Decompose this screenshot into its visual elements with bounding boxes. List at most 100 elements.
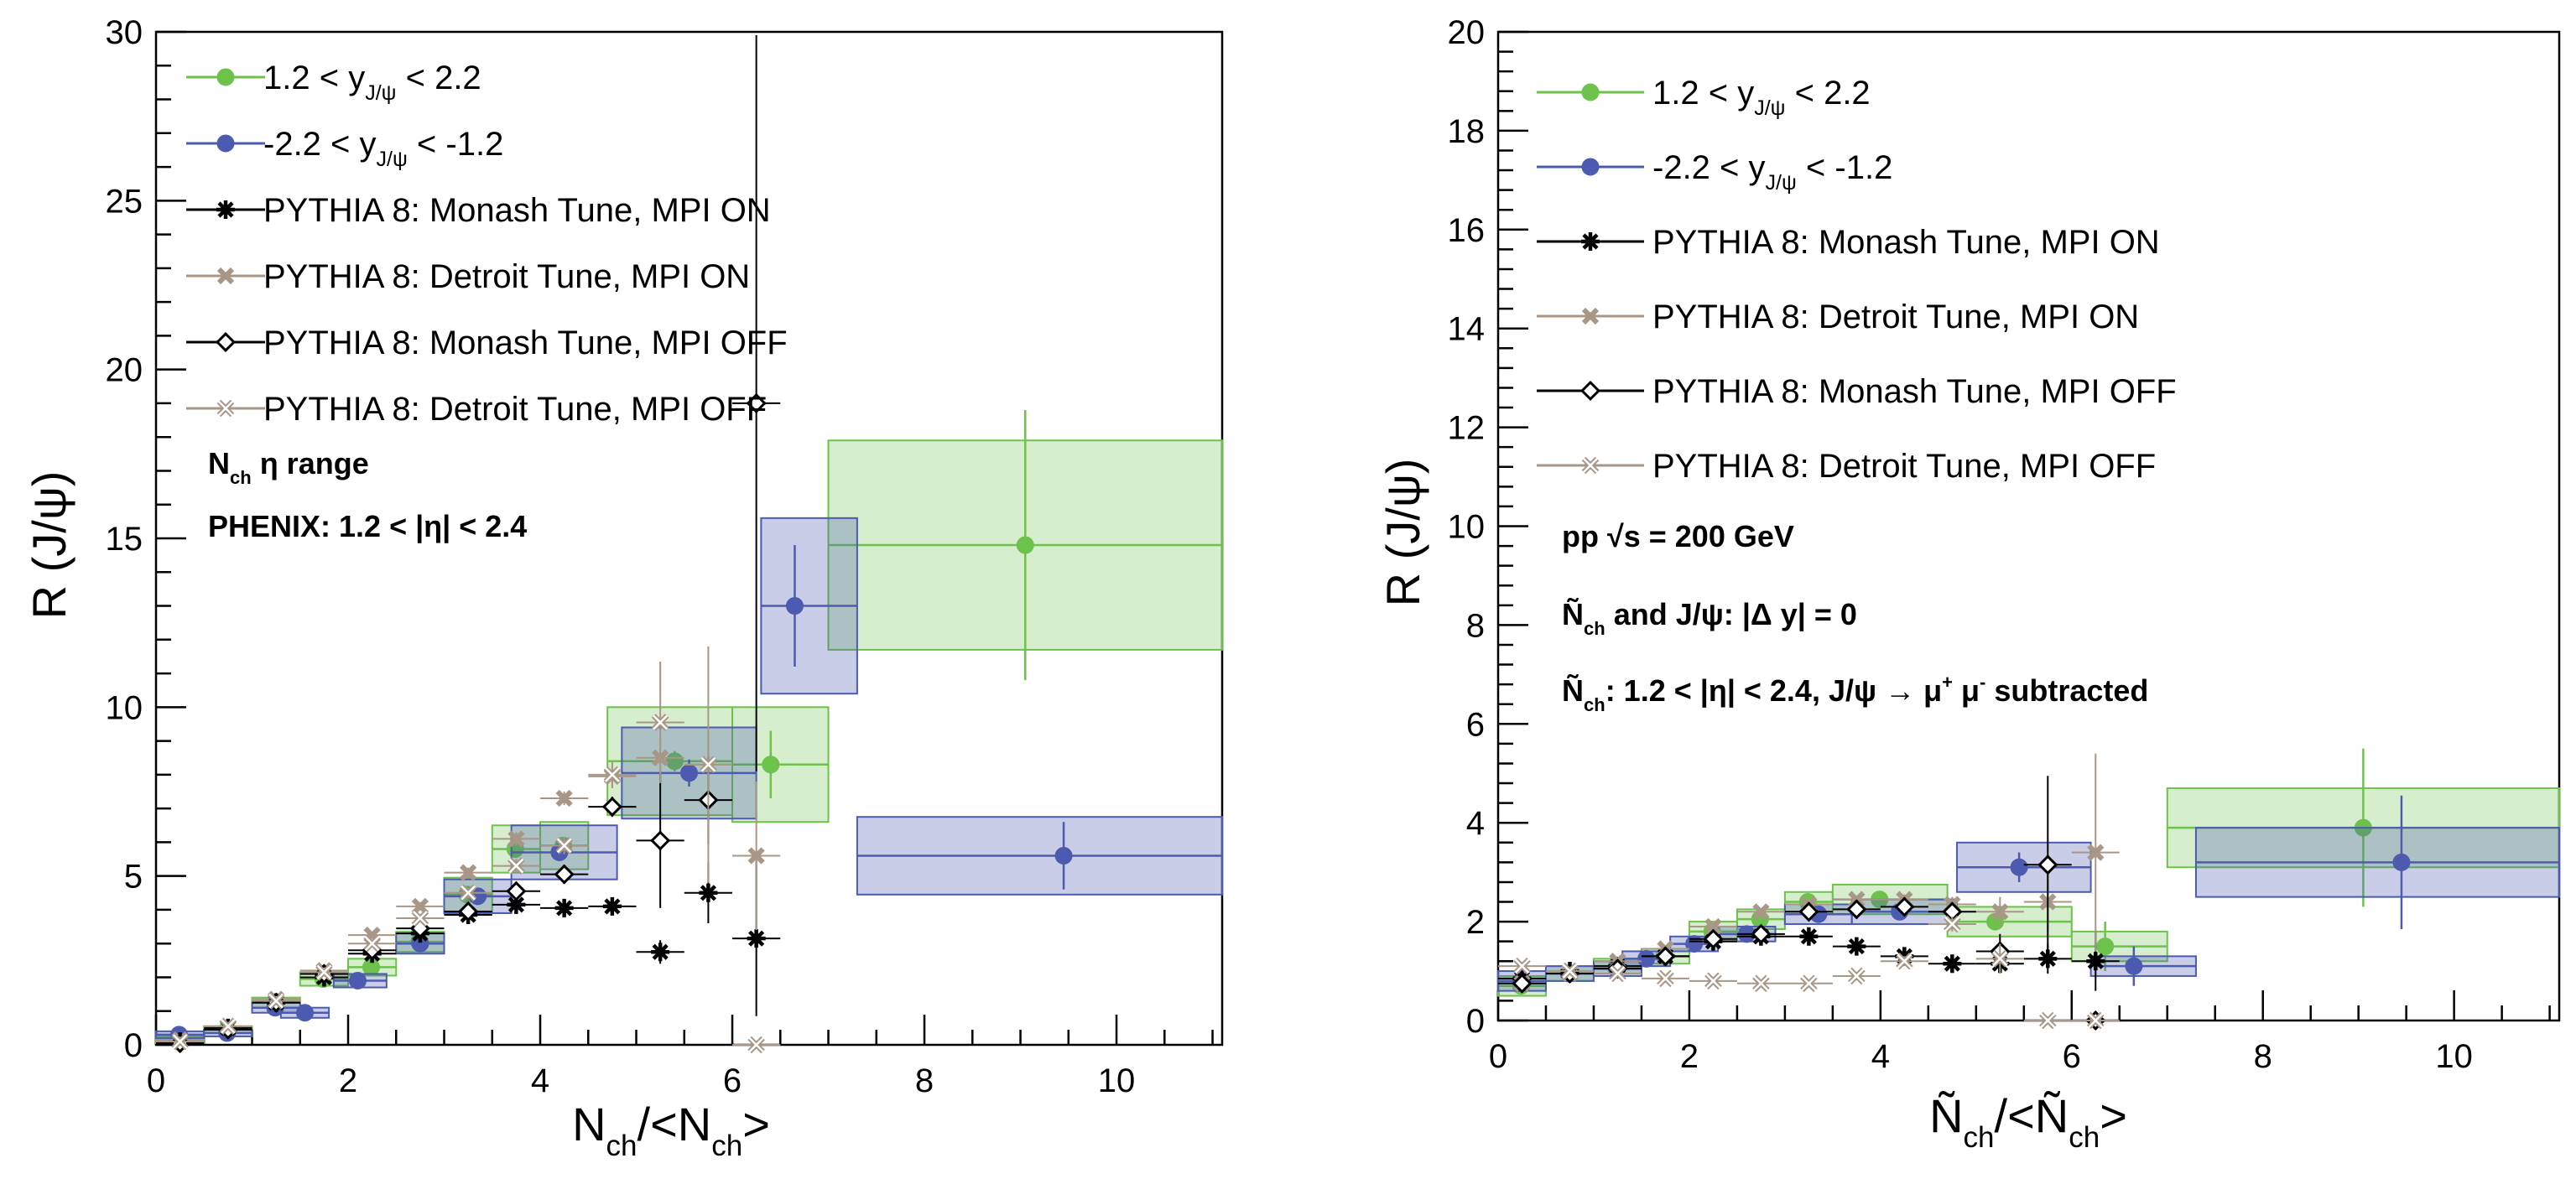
right-y-tick-label: 10 xyxy=(1448,509,1486,546)
left-panel-plot: 0 5 10 15 20 25 30 0 2 4 6 8 10 Nch/<Nch> R (J/ψ) 1.2 <… xyxy=(23,14,1224,1162)
left-y-tick-label: 25 xyxy=(106,183,143,220)
right-data-point xyxy=(2096,937,2115,956)
right-y-tick-label: 12 xyxy=(1448,410,1486,447)
right-series-5 xyxy=(1498,915,2120,1030)
right-data-point xyxy=(1800,974,1818,993)
right-data-point xyxy=(1704,972,1722,990)
left-legend-label: -2.2 < yJ/ψ < -1.2 xyxy=(263,126,503,171)
left-data-point xyxy=(171,1032,189,1051)
right-legend-label: PYTHIA 8: Detroit Tune, MPI OFF xyxy=(1652,448,2156,485)
right-data-point xyxy=(2087,844,2105,861)
left-data-point xyxy=(1016,536,1034,554)
left-data-point xyxy=(458,901,479,922)
left-data-point xyxy=(554,898,574,917)
right-data-point xyxy=(1846,899,1867,920)
right-x-tick-label: 10 xyxy=(2435,1038,2473,1075)
left-data-point xyxy=(219,1017,237,1036)
right-data-point xyxy=(2125,957,2143,975)
right-data-point xyxy=(1847,937,1866,956)
right-x-axis-title: Ñch/<Ñch> xyxy=(1929,1089,2127,1154)
right-annotation: Ñch: 1.2 < |η| < 2.4, J/ψ → μ+ μ- subtra… xyxy=(1562,672,2148,715)
left-x-tick-label: 2 xyxy=(339,1062,357,1099)
left-series-5 xyxy=(156,646,781,1054)
left-data-point xyxy=(601,797,622,818)
left-data-point xyxy=(762,756,780,774)
right-data-point xyxy=(2038,1011,2057,1030)
right-x-tick-label: 6 xyxy=(2063,1038,2081,1075)
right-data-point xyxy=(1703,928,1724,949)
left-y-tick-label: 15 xyxy=(106,521,143,558)
left-y-axis-title: R (J/ψ) xyxy=(23,471,75,620)
left-data-point xyxy=(651,714,669,731)
left-annotation: Nch η range xyxy=(208,446,369,488)
left-x-tick-label: 6 xyxy=(723,1062,742,1099)
right-data-point xyxy=(1798,901,1819,922)
left-legend-label: PYTHIA 8: Monash Tune, MPI ON xyxy=(263,192,771,229)
right-data-point xyxy=(1704,917,1722,936)
right-data-point xyxy=(1637,949,1656,968)
left-data-point xyxy=(603,766,622,784)
left-x-tick-label: 4 xyxy=(531,1062,549,1099)
right-data-point xyxy=(1943,954,1962,974)
right-annotation: Ñch and J/ψ: |Δ y| = 0 xyxy=(1562,596,1857,639)
left-x-tick-label: 8 xyxy=(915,1062,934,1099)
left-x-tick-label: 10 xyxy=(1098,1062,1136,1099)
left-data-point xyxy=(267,992,285,1010)
left-legend-marker xyxy=(216,200,235,219)
right-legend-label: PYTHIA 8: Monash Tune, MPI ON xyxy=(1652,224,2160,261)
right-x-tick-label: 2 xyxy=(1680,1038,1699,1075)
left-data-point xyxy=(507,830,525,848)
left-legend-label: PYTHIA 8: Monash Tune, MPI OFF xyxy=(263,325,788,361)
right-data-point xyxy=(1512,973,1533,994)
right-y-tick-label: 20 xyxy=(1448,14,1486,51)
left-data-point xyxy=(747,847,765,865)
right-data-point xyxy=(1685,935,1704,953)
left-data-point xyxy=(554,864,575,885)
right-legend-marker xyxy=(1581,83,1600,101)
left-data-point xyxy=(460,864,477,881)
right-annotation: pp √s = 200 GeV xyxy=(1562,519,1794,553)
right-data-point xyxy=(2037,854,2058,875)
right-y-tick-label: 14 xyxy=(1448,311,1486,348)
left-legend-label: PYTHIA 8: Detroit Tune, MPI ON xyxy=(263,258,750,295)
right-legend-marker xyxy=(1581,158,1600,176)
right-data-point xyxy=(1799,927,1819,946)
left-data-point xyxy=(785,597,804,615)
right-series-4 xyxy=(1498,776,2120,1031)
right-y-tick-label: 16 xyxy=(1448,212,1486,249)
right-data-point xyxy=(1657,969,1674,988)
right-y-axis-title: R (J/ψ) xyxy=(1376,459,1429,607)
right-legend-marker xyxy=(1581,456,1600,475)
right-data-point xyxy=(1752,903,1770,921)
left-y-tick-label: 20 xyxy=(106,352,143,389)
left-data-point xyxy=(746,392,767,413)
right-y-tick-label: 2 xyxy=(1466,904,1485,941)
right-data-point xyxy=(1751,923,1772,944)
left-data-point xyxy=(650,830,671,851)
left-data-point xyxy=(699,883,718,902)
right-data-point xyxy=(1895,947,1914,966)
right-y-tick-label: 4 xyxy=(1466,805,1485,842)
right-y-tick-label: 6 xyxy=(1466,706,1485,743)
right-data-point xyxy=(1991,950,2009,968)
left-data-point xyxy=(507,857,525,875)
right-data-point xyxy=(2086,1011,2105,1030)
right-y-tick-label: 0 xyxy=(1466,1003,1485,1040)
right-y-tick-label: 8 xyxy=(1466,607,1485,644)
right-data-point xyxy=(1848,967,1866,985)
left-annotation: PHENIX: 1.2 < |η| < 2.4 xyxy=(208,509,527,544)
left-data-point xyxy=(747,929,766,948)
right-data-point xyxy=(1561,962,1579,980)
left-legend-marker xyxy=(216,267,235,285)
right-data-point xyxy=(1896,952,1913,970)
right-y-tick-label: 18 xyxy=(1448,113,1486,150)
right-x-tick-label: 4 xyxy=(1871,1038,1890,1075)
right-legend-marker xyxy=(1581,232,1600,251)
right-data-point xyxy=(1991,903,2009,921)
right-legend-label: 1.2 < yJ/ψ < 2.2 xyxy=(1652,75,1871,120)
left-x-tick-label: 0 xyxy=(147,1062,165,1099)
left-data-point xyxy=(700,756,717,774)
left-data-point xyxy=(348,971,367,989)
left-y-tick-label: 10 xyxy=(106,689,143,726)
